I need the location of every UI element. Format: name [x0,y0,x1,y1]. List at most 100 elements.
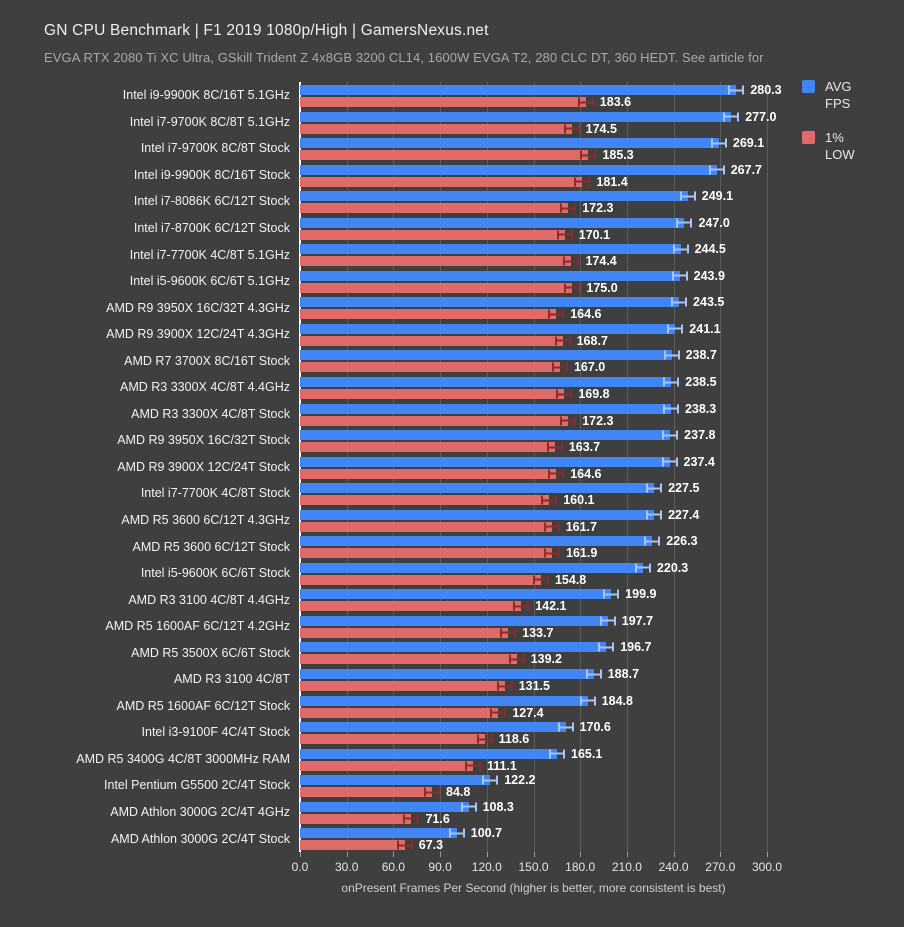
bar-cell: 241.1 168.7 [300,321,767,348]
one-percent-low-value-label: 161.9 [566,546,598,561]
avg-fps-bar: 122.2 [300,773,536,787]
chart-row: AMD R3 3100 4C/8T 188.7 131.5 [0,666,767,693]
avg-fps-error-whisker [663,350,680,360]
one-percent-low-error-line [398,844,411,847]
one-percent-low-error-whisker [500,628,517,638]
chart-row: AMD R3 3100 4C/8T 4.4GHz 199.9 142.1 [0,586,767,613]
avg-fps-value-label: 199.9 [625,587,657,602]
cpu-category-label: AMD R3 3100 4C/8T [173,672,290,687]
cpu-category-label: AMD R9 3950X 16C/32T Stock [117,433,290,448]
chart-row: AMD R5 1600AF 6C/12T Stock 184.8 127.4 [0,693,767,720]
one-percent-low-value-label: 164.6 [570,307,602,322]
avg-fps-value-label: 197.7 [621,613,654,628]
chart-row: AMD R5 3600 6C/12T 4.3GHz 227.4 161.7 [0,507,767,534]
one-percent-low-error-whisker [541,495,558,505]
bar-cell: 108.3 71.6 [300,799,767,826]
avg-fps-error-whisker [667,324,684,334]
avg-fps-bar: 238.7 [300,348,717,362]
one-percent-low-bar: 164.6 [300,307,602,321]
chart-row: Intel Pentium G5500 2C/4T Stock 122.2 84.8 [0,772,767,799]
avg-fps-bar: 280.3 [300,83,782,97]
one-percent-low-error-whisker [580,150,597,160]
one-percent-low-error-line [550,472,563,475]
bar-cell: 280.3 183.6 [300,82,782,109]
one-percent-low-error-line [426,791,438,794]
gridline [767,82,768,852]
chart-row: AMD R9 3950X 16C/32T 4.3GHz 243.5 164.6 [0,294,767,321]
avg-fps-error-whisker [661,457,678,467]
one-percent-low-error-line [478,738,491,741]
avg-fps-error-line [600,646,613,649]
one-percent-low-bar: 172.3 [300,414,613,428]
avg-fps-value-label: 280.3 [750,83,782,97]
chart-row: Intel i9-9900K 8C/16T 5.1GHz 280.3 183.6 [0,82,782,109]
avg-fps-value-label: 244.5 [694,242,726,257]
avg-fps-error-line [673,301,686,304]
x-tick [440,852,442,857]
one-percent-low-value-label: 172.3 [582,201,614,216]
avg-fps-error-line [681,195,694,198]
avg-fps-error-line [484,779,497,782]
avg-fps-error-line [678,221,691,224]
bar-cell: 237.8 163.7 [300,427,767,454]
avg-fps-error-whisker [599,616,616,626]
one-percent-low-bar: 131.5 [300,679,550,693]
one-percent-low-error-whisker [574,177,591,187]
avg-fps-error-line [636,566,649,569]
one-percent-low-error-whisker [403,814,420,824]
one-percent-low-bar: 181.4 [300,175,628,189]
gridline [393,82,395,852]
bar-cell: 170.6 118.6 [300,719,767,746]
avg-fps-error-whisker [579,696,596,706]
avg-fps-bar: 267.7 [300,163,762,177]
avg-fps-error-line [710,168,723,171]
one-percent-low-error-line [515,605,528,608]
x-axis-title: onPresent Frames Per Second (higher is b… [341,881,726,895]
one-percent-low-value-label: 167.0 [573,360,606,375]
avg-fps-error-whisker [662,430,679,440]
avg-fps-bar: 108.3 [300,800,514,814]
avg-fps-value-label: 170.6 [579,720,611,735]
avg-fps-error-line [559,726,572,729]
avg-fps-error-whisker [460,802,477,812]
x-tick [673,852,675,857]
bar-cell: 244.5 174.4 [300,241,767,268]
cpu-category-label: AMD Athlon 3000G 2C/4T 4GHz [110,805,290,820]
cpu-category-label: Intel i5-9600K 6C/6T Stock [140,566,290,581]
one-percent-low-error-line [556,339,569,342]
avg-fps-error-whisker [482,775,499,785]
avg-fps-value-label: 220.3 [656,560,689,575]
one-percent-low-error-whisker [556,230,573,240]
avg-fps-error-whisker [603,589,620,599]
x-tick-label: 30.0 [335,860,359,874]
cpu-category-label: AMD Athlon 3000G 2C/4T Stock [110,831,290,846]
one-percent-low-error-line [548,446,561,449]
one-percent-low-bar: 142.1 [300,599,566,613]
one-percent-low-error-whisker [490,708,507,718]
avg-fps-bar: 277.0 [300,110,776,124]
chart-row: AMD Athlon 3000G 2C/4T Stock 100.7 67.3 [0,825,767,852]
one-percent-low-error-line [534,578,547,581]
bar-cell: 238.3 172.3 [300,401,767,428]
cpu-category-label: AMD R9 3950X 16C/32T 4.3GHz [106,300,290,315]
avg-fps-error-line [712,142,725,145]
bar-cell: 220.3 154.8 [300,560,767,587]
avg-fps-error-whisker [662,404,679,414]
x-tick-label: 240.0 [658,860,689,874]
bar-cell: 243.5 164.6 [300,294,767,321]
avg-fps-error-whisker [645,510,662,520]
avg-fps-error-whisker [679,191,696,201]
one-percent-low-value-label: 154.8 [554,572,587,587]
one-percent-low-bar: 183.6 [300,95,631,109]
cpu-category-label: AMD R9 3900X 12C/24T Stock [117,459,290,474]
cpu-category-label: Intel i3-9100F 4C/4T Stock [141,725,290,740]
avg-fps-value-label: 184.8 [601,693,633,708]
bar-cell: 100.7 67.3 [300,825,767,852]
legend-item-low: 1% LOW [802,130,855,164]
gridline [580,82,582,852]
avg-fps-error-whisker [634,563,651,573]
one-percent-low-value-label: 84.8 [446,785,471,800]
bar-cell: 188.7 131.5 [300,666,767,693]
avg-fps-value-label: 277.0 [745,109,777,124]
one-percent-low-bar: 164.6 [300,467,602,481]
